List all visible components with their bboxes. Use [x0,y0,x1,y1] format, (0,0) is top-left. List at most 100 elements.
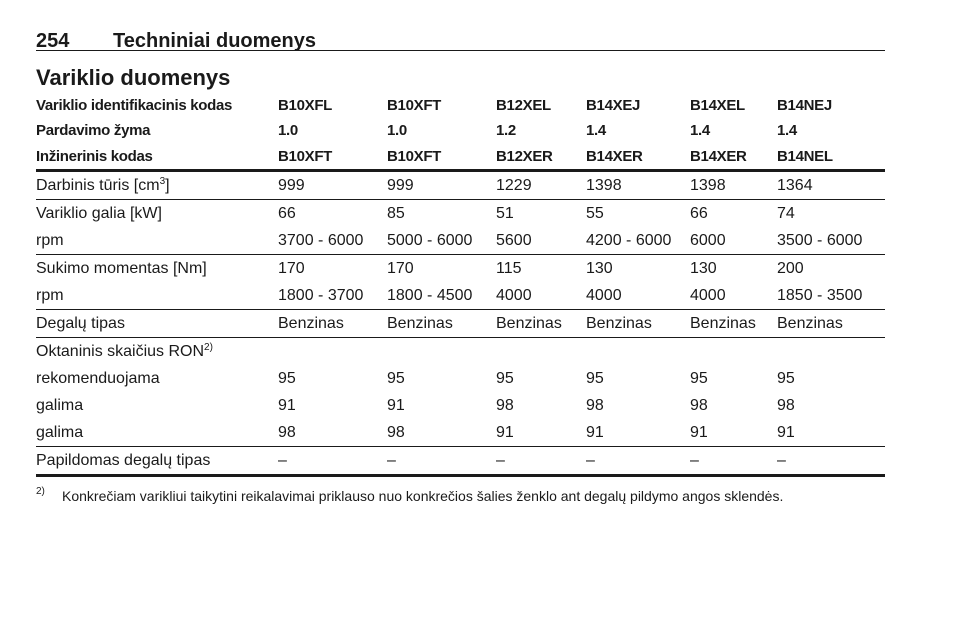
row-label: galima [36,423,83,443]
header-cell: B14XER [690,148,747,165]
row-label: Variklio galia [kW] [36,204,162,224]
header-rule [36,50,885,51]
cell: – [496,452,505,469]
header-cell: B10XFL [278,97,333,114]
cell: 4200 - 6000 [586,232,672,249]
header-cell: 1.4 [777,122,797,139]
label-text: rpm [36,232,64,249]
cell: 1850 - 3500 [777,287,863,304]
cell: 1800 - 4500 [387,287,473,304]
cell: 95 [777,370,795,387]
cell: 5000 - 6000 [387,232,473,249]
cell: – [777,452,786,469]
label-text: Darbinis tūris [cm [36,177,160,194]
footnote-marker: 2) [36,486,45,497]
cell: 200 [777,260,804,277]
cell: 4000 [586,287,622,304]
header-cell: 1.0 [387,122,407,139]
footnote-text: Konkrečiam varikliui taikytini reikalavi… [62,488,784,504]
row-rule [36,446,885,447]
cell: 5600 [496,232,532,249]
cell: 130 [586,260,613,277]
cell: – [586,452,595,469]
header-cell: 1.2 [496,122,516,139]
cell: 66 [278,205,296,222]
cell: Benzinas [777,315,843,332]
cell: 95 [387,370,405,387]
table-rule-thick [36,474,885,477]
cell: 98 [690,397,708,414]
cell: 91 [690,424,708,441]
cell: 999 [278,177,305,194]
header-label: Variklio identifikacinis kodas [36,97,233,114]
cell: 98 [586,397,604,414]
cell: Benzinas [496,315,562,332]
cell: 66 [690,205,708,222]
row-rule [36,254,885,255]
page-number: 254 [36,30,70,52]
page-header-title: Techniniai duomenys [113,30,316,52]
label-text: galima [36,424,84,441]
cell: 3700 - 6000 [278,232,364,249]
label-text: Variklio galia [kW] [36,205,162,222]
cell: 85 [387,205,405,222]
header-cell: B14NEL [777,148,833,165]
cell: 6000 [690,232,726,249]
row-label: Degalų tipas [36,314,125,334]
row-label: galima [36,396,83,416]
row-label: Darbinis tūris [cm3] [36,176,170,196]
cell: 91 [278,397,296,414]
header-cell: B12XER [496,148,553,165]
label-text: rekomenduojama [36,370,160,387]
header-cell: 1.4 [690,122,710,139]
header-cell: B10XFT [278,148,333,165]
label-text: rpm [36,287,64,304]
cell: 1229 [496,177,532,194]
row-rule [36,337,885,338]
cell: 95 [278,370,296,387]
cell: 95 [690,370,708,387]
header-cell: B14NEJ [777,97,832,114]
label-text: Sukimo momentas [Nm] [36,260,207,277]
cell: 91 [777,424,795,441]
cell: 3500 - 6000 [777,232,863,249]
cell: 170 [278,260,305,277]
row-label: Oktaninis skaičius RON2) [36,342,213,362]
cell: Benzinas [278,315,344,332]
header-label: Inžinerinis kodas [36,148,153,165]
header-cell: B14XEJ [586,97,641,114]
header-cell: 1.0 [278,122,298,139]
row-rule [36,199,885,200]
cell: 4000 [496,287,532,304]
cell: – [387,452,396,469]
header-cell: B10XFT [387,148,442,165]
header-cell: 1.4 [586,122,606,139]
cell: 95 [586,370,604,387]
cell: 55 [586,205,604,222]
cell: Benzinas [586,315,652,332]
row-label: rekomenduojama [36,369,160,389]
row-label: rpm [36,286,64,306]
row-label: rpm [36,231,64,251]
cell: 98 [496,397,514,414]
row-rule [36,309,885,310]
cell: 4000 [690,287,726,304]
cell: 95 [496,370,514,387]
row-label: Sukimo momentas [Nm] [36,259,207,279]
superscript: 3 [159,176,166,187]
cell: 1800 - 3700 [278,287,364,304]
cell: 115 [496,260,522,277]
label-text: Oktaninis skaičius RON [36,343,205,360]
cell: 91 [496,424,514,441]
row-label: Papildomas degalų tipas [36,451,210,471]
header-cell: B14XER [586,148,643,165]
cell: 98 [387,424,405,441]
cell: 91 [387,397,405,414]
cell: 51 [496,205,514,222]
label-text: Papildomas degalų tipas [36,452,211,469]
cell: 999 [387,177,414,194]
table-rule-thick [36,169,885,172]
header-cell: B14XEL [690,97,745,114]
label-text: Degalų tipas [36,315,125,332]
